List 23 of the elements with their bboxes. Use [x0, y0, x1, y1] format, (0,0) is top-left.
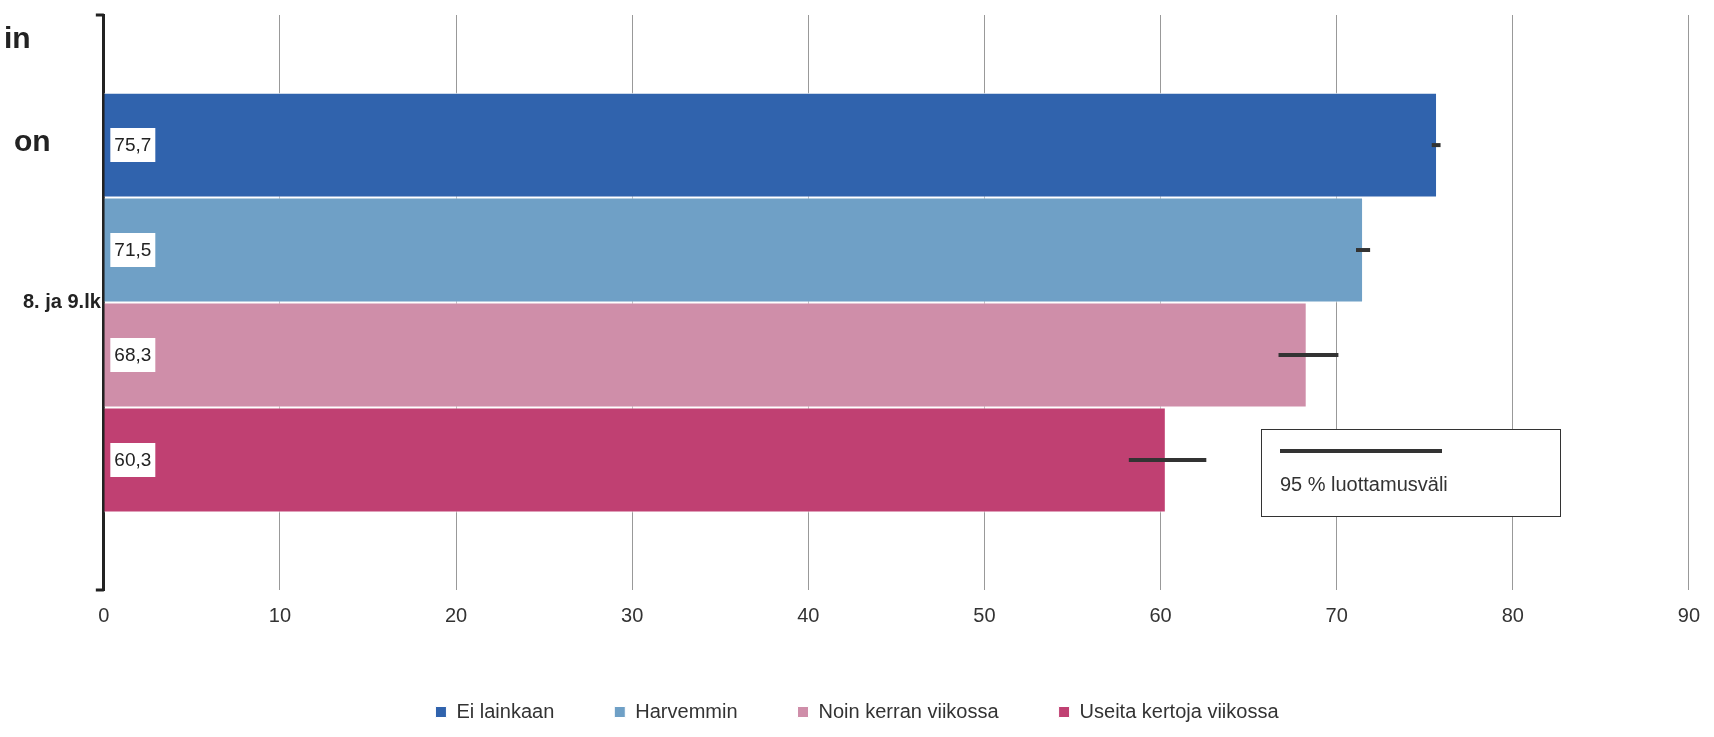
x-tick-label: 50 — [973, 603, 996, 626]
legend-label: Harvemmin — [635, 699, 738, 722]
x-tick-label: 30 — [621, 603, 644, 626]
x-tick-label: 40 — [797, 603, 820, 626]
legend-label: Useita kertoja viikossa — [1079, 699, 1280, 722]
data-label: 75,7 — [114, 134, 152, 156]
data-label: 60,3 — [114, 449, 152, 471]
x-tick-label: 10 — [268, 603, 292, 626]
x-tick-label: 0 — [98, 603, 110, 626]
text: on — [14, 124, 51, 158]
data-label: 68,3 — [114, 344, 152, 366]
legend-label: Ei lainkaan — [456, 699, 555, 722]
key-box: 95 % luottamusväli — [1260, 429, 1561, 517]
x-tick-label: 60 — [1149, 603, 1172, 626]
x-tick-label: 80 — [1501, 603, 1524, 626]
x-tick-label: 90 — [1677, 603, 1700, 626]
data-label: 71,5 — [114, 239, 152, 261]
annotation: 95 % luottamusväli — [1279, 473, 1448, 496]
x-tick-label: 20 — [444, 603, 468, 626]
x-tick-label: 70 — [1325, 603, 1348, 626]
legend-label: Noin kerran viikossa — [818, 699, 1000, 722]
y-tick-label: 8. ja 9.lk — [22, 290, 102, 313]
text: in — [4, 21, 31, 55]
